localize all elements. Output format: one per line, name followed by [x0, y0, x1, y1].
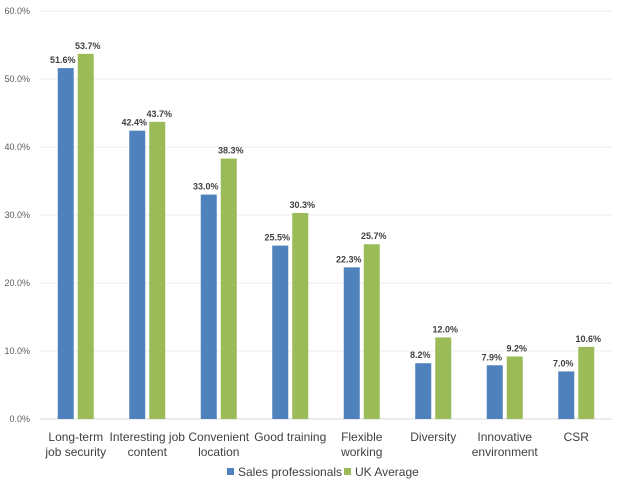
x-tick-label: Good training [254, 430, 326, 444]
bar-uk-average [578, 346, 595, 419]
bar-uk-average [149, 121, 166, 419]
y-tick-label: 30.0% [4, 210, 30, 220]
gridlines [40, 10, 612, 420]
data-label: 42.4% [121, 118, 147, 128]
data-label: 22.3% [336, 254, 362, 264]
x-tick-label: environment [472, 445, 539, 459]
x-tick-label: Interesting job [110, 430, 186, 444]
data-labels: 51.6% 53.7% 42.4%43.7% 33.0% 38.3% 25.5% 30.3%… [50, 41, 601, 369]
data-label: 51.6% [50, 55, 76, 65]
x-tick-label: working [340, 445, 382, 459]
bar-sales-professionals [272, 245, 289, 419]
bar-sales-professionals [486, 365, 503, 419]
data-label: 7.0% [553, 358, 574, 368]
x-tick-label: location [198, 445, 239, 459]
legend-label: UK Average [355, 465, 419, 479]
x-tick-label: Long-term [48, 430, 103, 444]
bar-sales-professionals [57, 68, 74, 420]
x-tick-label: Innovative [477, 430, 532, 444]
legend: Sales professionals UK Average [227, 465, 419, 479]
data-label: 25.7% [361, 231, 387, 241]
data-label: 25.5% [264, 233, 290, 243]
x-tick-label: job security [44, 445, 106, 459]
y-tick-label: 10.0% [4, 346, 30, 356]
legend-swatch [227, 468, 234, 475]
data-label: 53.7% [75, 41, 101, 51]
data-label: 9.2% [506, 343, 527, 353]
data-label: 8.2% [410, 350, 431, 360]
data-label: 30.3% [289, 200, 315, 210]
legend-label: Sales professionals [238, 465, 342, 479]
x-tick-label: Diversity [410, 430, 456, 444]
bar-uk-average [77, 53, 94, 420]
bar-uk-average [292, 212, 309, 419]
bar-sales-professionals [343, 267, 360, 419]
data-label: 10.6% [575, 334, 601, 344]
x-tick-label: Flexible [341, 430, 383, 444]
legend-swatch [344, 468, 351, 475]
bar-sales-professionals [129, 130, 146, 419]
bar-uk-average [506, 356, 523, 419]
bars [57, 53, 595, 420]
data-label: 43.7% [146, 109, 172, 119]
y-tick-label: 40.0% [4, 142, 30, 152]
bar-sales-professionals [558, 371, 575, 419]
x-tick-label: content [128, 445, 168, 459]
y-tick-label: 0.0% [9, 414, 30, 424]
y-axis: 0.0% 10.0% 20.0% 30.0% 40.0% 50.0% 60.0% [4, 6, 30, 424]
x-tick-label: Convenient [188, 430, 249, 444]
bar-sales-professionals [200, 194, 217, 419]
y-tick-label: 50.0% [4, 74, 30, 84]
data-label: 7.9% [481, 352, 502, 362]
data-label: 38.3% [218, 146, 244, 156]
data-label: 12.0% [432, 324, 458, 334]
bar-uk-average [220, 158, 237, 419]
y-tick-label: 20.0% [4, 278, 30, 288]
y-tick-label: 60.0% [4, 6, 30, 16]
bar-sales-professionals [415, 363, 432, 419]
data-label: 33.0% [193, 182, 219, 192]
bar-uk-average [435, 337, 452, 419]
bar-uk-average [363, 244, 380, 419]
x-tick-label: CSR [564, 430, 590, 444]
